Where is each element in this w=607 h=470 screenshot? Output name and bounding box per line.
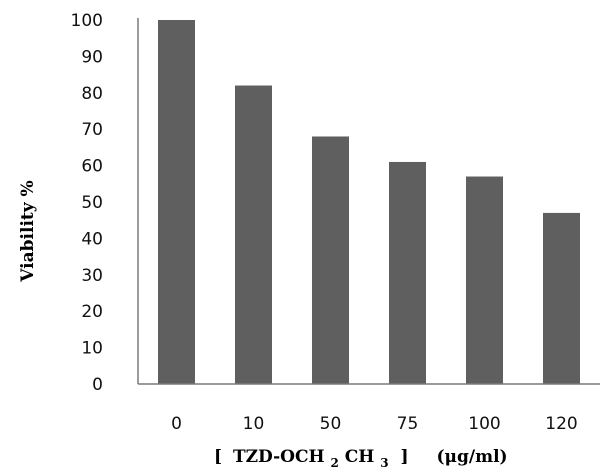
x-axis-title-compound-part2: CH: [345, 447, 375, 467]
x-tick-label-100: 100: [468, 414, 500, 434]
bar-100: [466, 176, 503, 384]
y-tick-label-1: 10: [81, 339, 103, 359]
bar-10: [235, 85, 272, 385]
y-tick-label-3: 30: [81, 266, 103, 286]
y-tick-label-9: 90: [81, 47, 103, 67]
y-tick-label-5: 50: [81, 193, 103, 213]
bar-120: [543, 212, 580, 384]
bar-0: [158, 20, 195, 384]
bar-75: [389, 161, 426, 384]
bars-layer: [158, 20, 580, 385]
x-axis-title-units: (μg/ml): [437, 447, 508, 467]
y-tick-labels: 0 10 20 30 40 50 60 70 80 90 100: [71, 11, 103, 395]
bar-50: [312, 136, 349, 384]
x-axis-title-subscript-2: 3: [380, 456, 388, 470]
y-tick-label-4: 40: [81, 229, 103, 249]
x-tick-label-0: 0: [171, 414, 182, 434]
y-tick-label-6: 60: [81, 157, 103, 177]
x-axis-title-close-bracket: ]: [401, 447, 409, 467]
y-tick-label-2: 20: [81, 302, 103, 322]
x-axis-title-open-bracket: [: [214, 447, 222, 467]
x-tick-label-10: 10: [243, 414, 265, 434]
y-tick-label-0: 0: [92, 375, 103, 395]
x-tick-label-120: 120: [545, 414, 577, 434]
x-tick-labels: 0 10 50 75 100 120: [171, 414, 578, 434]
x-tick-label-50: 50: [320, 414, 342, 434]
y-axis-title: Viability %: [18, 180, 38, 282]
x-axis-title: [ TZD-OCH 2 CH 3 ] (μg/ml): [214, 447, 508, 470]
x-axis-title-compound-part1: TZD-OCH: [233, 447, 325, 467]
x-axis-title-subscript-1: 2: [330, 456, 338, 470]
x-tick-label-75: 75: [397, 414, 419, 434]
y-tick-label-7: 70: [81, 120, 103, 140]
y-tick-label-10: 100: [71, 11, 103, 31]
y-tick-label-8: 80: [81, 84, 103, 104]
